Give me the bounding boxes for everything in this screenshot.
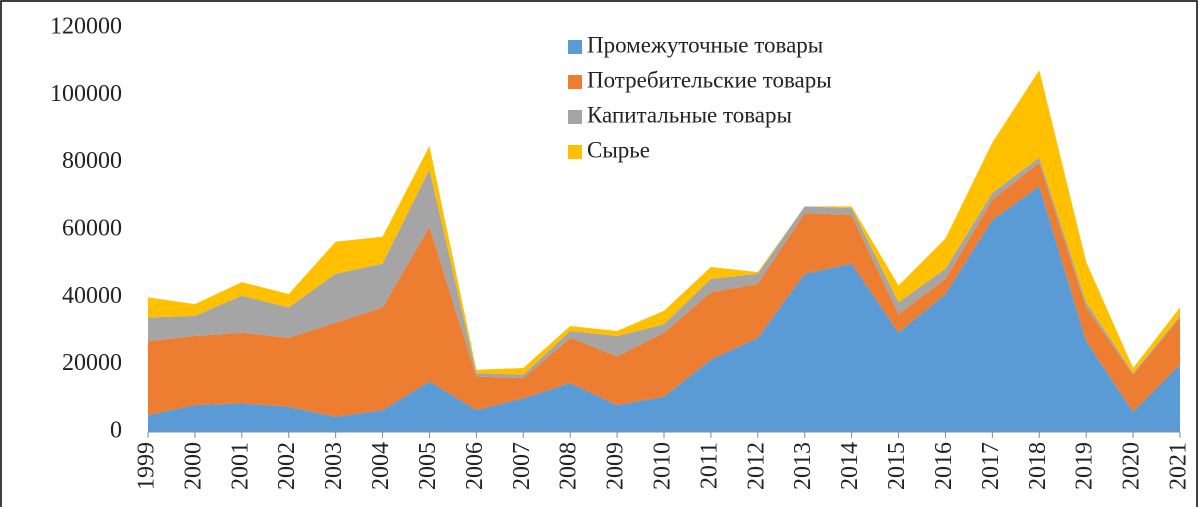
- x-tick-label: 2014: [837, 442, 863, 490]
- x-tick-label: 2007: [509, 442, 535, 490]
- x-tick-label: 2012: [743, 442, 769, 490]
- x-tick-label: 2010: [650, 442, 676, 490]
- area: [148, 70, 1180, 375]
- legend-label: Промежуточные товары: [587, 32, 823, 57]
- x-tick-label: 2008: [556, 442, 582, 490]
- x-tick-label: 2003: [321, 442, 347, 490]
- x-tick-label: 2017: [978, 442, 1004, 490]
- legend-label: Сырье: [587, 137, 650, 162]
- y-tick-label: 100000: [50, 81, 122, 107]
- x-tick-label: 2015: [884, 442, 910, 490]
- y-tick-label: 40000: [62, 283, 122, 309]
- legend-swatch: [568, 40, 582, 54]
- x-tick-label: 2019: [1072, 442, 1098, 490]
- x-tick-label: 2021: [1166, 442, 1192, 490]
- y-tick-label: 80000: [62, 148, 122, 174]
- x-tick-label: 2001: [227, 442, 253, 490]
- x-tick-label: 2016: [931, 442, 957, 490]
- x-tick-label: 2005: [415, 442, 441, 490]
- x-tick-label: 1999: [134, 442, 160, 490]
- x-tick-label: 2013: [790, 442, 816, 490]
- area: [148, 186, 1180, 432]
- y-tick-label: 20000: [62, 350, 122, 376]
- x-tick-label: 2004: [368, 442, 394, 490]
- legend-swatch: [568, 145, 582, 159]
- y-tick-label: 120000: [50, 14, 122, 40]
- x-tick-label: 2006: [462, 442, 488, 490]
- legend-label: Потребительские товары: [587, 67, 832, 92]
- x-tick-label: 2018: [1025, 442, 1051, 490]
- y-tick-label: 60000: [62, 216, 122, 242]
- legend-label: Капитальные товары: [587, 102, 792, 127]
- x-tick-label: 2002: [274, 442, 300, 490]
- x-tick-label: 2020: [1119, 442, 1145, 490]
- x-tick-label: 2000: [180, 442, 206, 490]
- x-tick-label: 2009: [603, 442, 629, 490]
- legend-swatch: [568, 75, 582, 89]
- x-tick-label: 2011: [696, 442, 722, 489]
- legend-swatch: [568, 110, 582, 124]
- y-tick-label: 0: [110, 418, 122, 444]
- area: [148, 162, 1180, 417]
